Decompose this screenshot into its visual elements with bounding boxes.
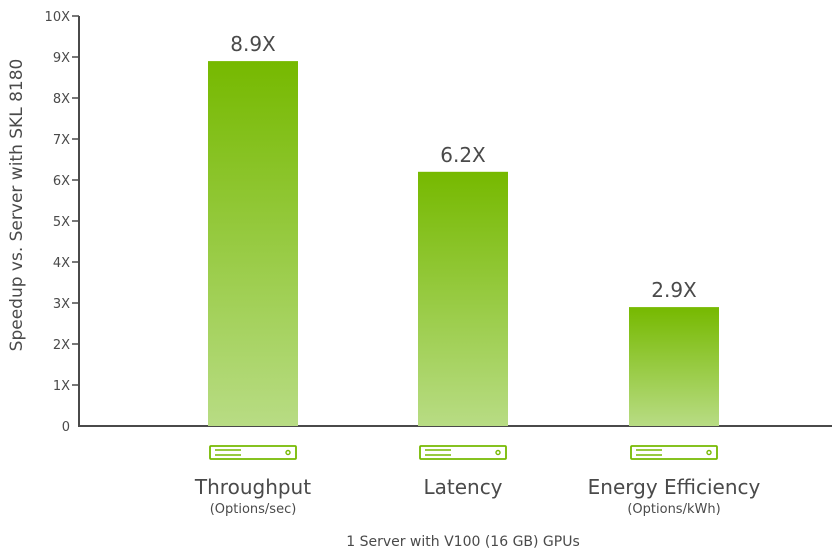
bar (208, 61, 298, 426)
server-icon (630, 445, 718, 460)
bar (418, 171, 508, 426)
y-axis-label: Speedup vs. Server with SKL 8180 (7, 59, 27, 352)
y-tick-label: 5X (53, 215, 70, 230)
bar-data-label: 8.9X (230, 32, 276, 56)
server-icon (419, 445, 507, 460)
bars: 8.9X 6.2X 2.9X (208, 32, 719, 426)
category-label: Latency (423, 475, 502, 499)
bar-data-label: 6.2X (440, 143, 486, 167)
y-tick-label: 8X (53, 92, 70, 107)
bar (629, 307, 719, 426)
y-tick-label: 3X (53, 297, 70, 312)
x-axis-label: 1 Server with V100 (16 GB) GPUs (346, 534, 580, 550)
y-tick-label: 6X (53, 174, 70, 189)
y-ticks: 0 1X 2X 3X 4X 5X 6X 7X 8X 9X 10X (45, 10, 79, 435)
y-tick-label: 7X (53, 133, 70, 148)
categories: Throughput (Options/sec) Latency Energy Eff… (194, 445, 761, 517)
y-tick-label: 1X (53, 379, 70, 394)
y-tick-label: 10X (45, 10, 71, 25)
category-label: Energy Efficiency (588, 475, 761, 499)
y-tick-label: 2X (53, 338, 70, 353)
category-sublabel: (Options/sec) (210, 502, 297, 517)
category-sublabel: (Options/kWh) (627, 502, 720, 517)
y-tick-label: 4X (53, 256, 70, 271)
server-icon (209, 445, 297, 460)
bar-data-label: 2.9X (651, 278, 697, 302)
y-tick-label: 9X (53, 51, 70, 66)
y-tick-label: 0 (62, 420, 70, 435)
category-label: Throughput (194, 475, 311, 499)
